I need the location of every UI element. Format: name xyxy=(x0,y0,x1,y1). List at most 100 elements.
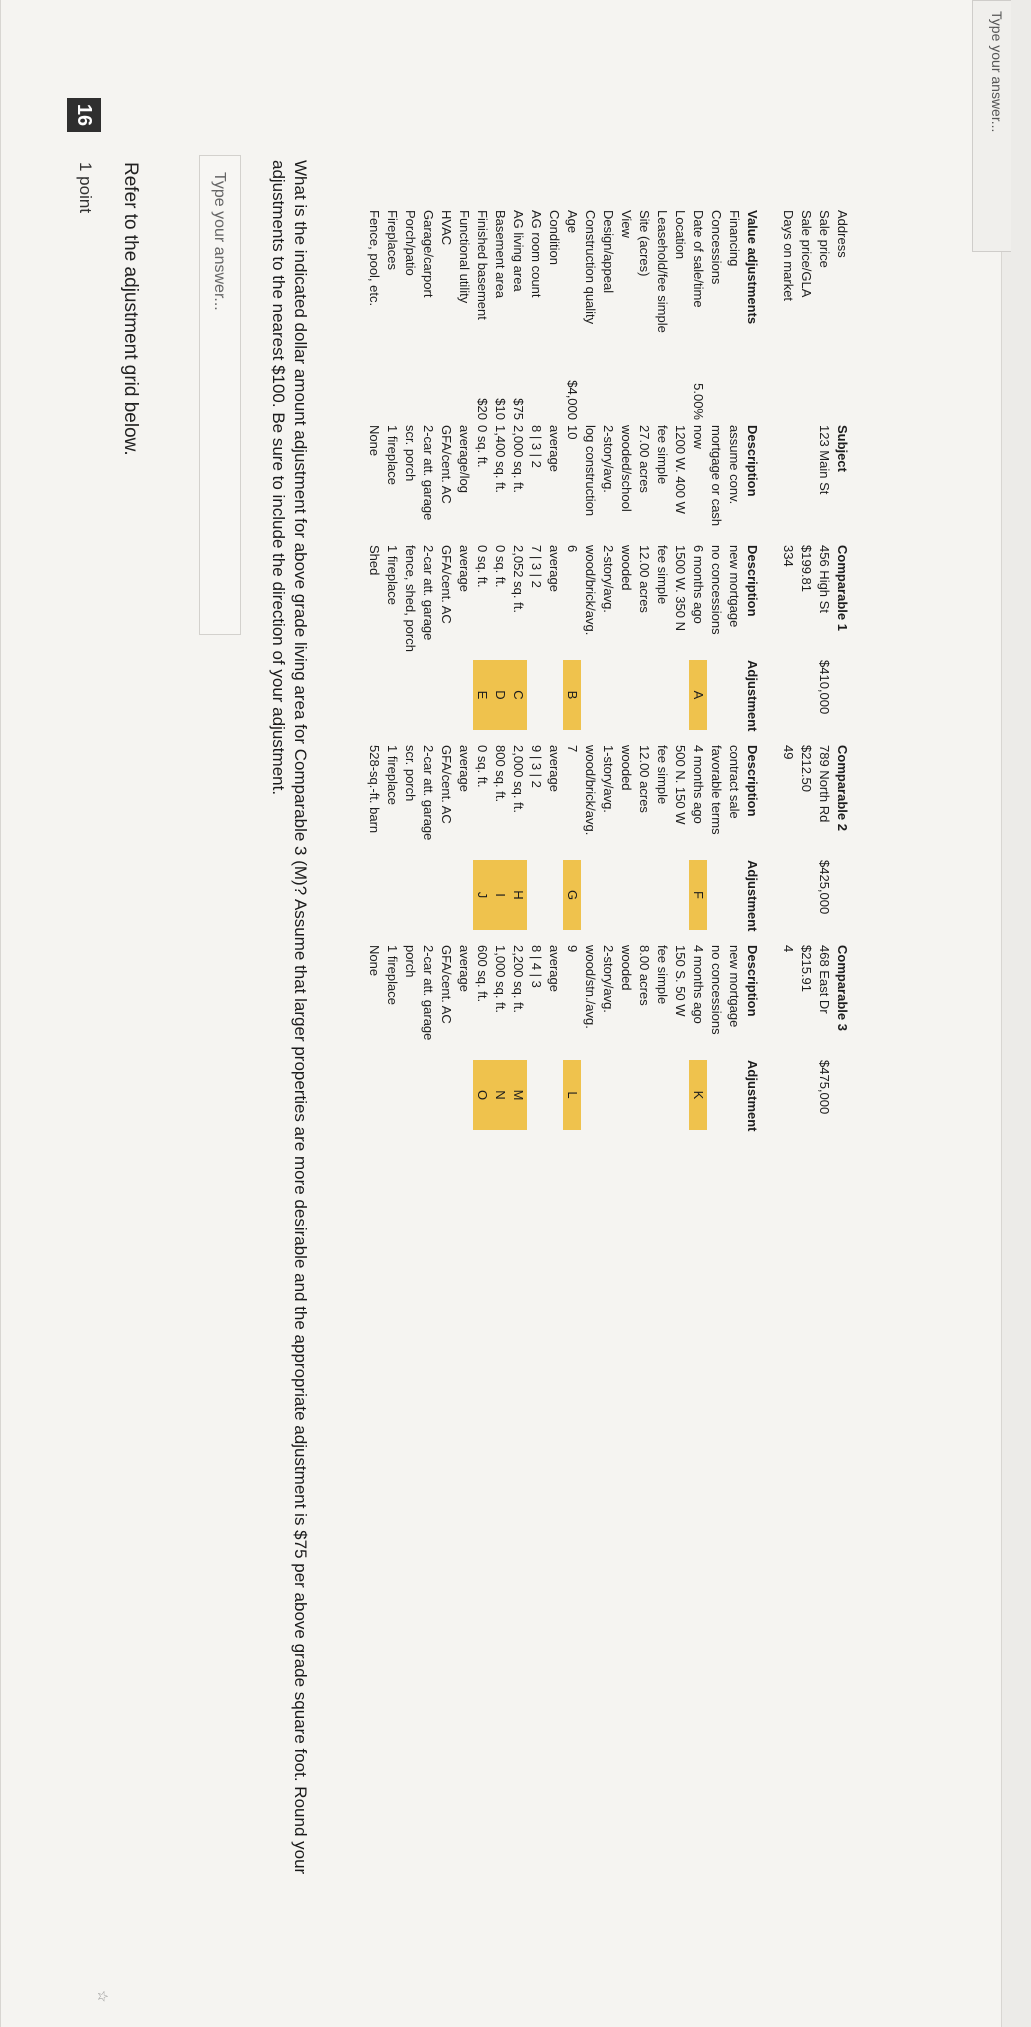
comp2-cell-row-10: fee simple xyxy=(655,745,670,805)
subject-cell-row-20: 0 sq. ft. xyxy=(475,425,490,468)
subject-cell-row-9: 1200 W. 400 W xyxy=(673,425,688,514)
comp1-adj-row-14 xyxy=(581,660,599,740)
comp3-cell-row-18: 2,200 sq. ft. xyxy=(511,945,526,1013)
adjustment-box-K: K xyxy=(689,1060,707,1130)
comp3-cell-row-5: Description xyxy=(745,945,760,1017)
comp2-adj-row-17 xyxy=(527,860,545,940)
comp2-adj-row-22 xyxy=(437,860,455,940)
grid-label-row-15: Age xyxy=(565,210,580,234)
comp1-cell-row-24: fence, shed, porch xyxy=(403,545,418,652)
comp2-adj-row-12 xyxy=(617,860,635,940)
comp1-adj-row-25 xyxy=(383,660,401,740)
answer-input[interactable]: Type your answer... xyxy=(199,155,241,635)
subject-cell-row-4 xyxy=(761,425,779,540)
comp1-adj-row-3 xyxy=(779,660,797,740)
comp2-cell-row-14: wood/brick/avg. xyxy=(583,745,598,836)
comp1-adj-row-17 xyxy=(527,660,545,740)
comp3-adj-row-4 xyxy=(761,1060,779,1140)
grid-rate-row-24 xyxy=(401,360,419,420)
comp2-adj-row-4 xyxy=(761,860,779,940)
grid-label-row-7: Concessions xyxy=(709,210,724,285)
comp1-cell-row-21: average xyxy=(457,545,472,592)
adjustment-box-B: B xyxy=(563,660,581,730)
grid-rate-row-21 xyxy=(455,360,473,420)
comp1-cell-row-25: 1 fireplace xyxy=(385,545,400,605)
grid-rate-row-5 xyxy=(743,360,761,420)
comp2-cell-row-5: Description xyxy=(745,745,760,817)
comp1-adj-row-11 xyxy=(635,660,653,740)
grid-label-row-24: Porch/patio xyxy=(403,210,418,276)
comp1-adj-row-1: $410,000 xyxy=(817,660,832,715)
comp3-cell-row-24: porch xyxy=(403,945,418,978)
comparable-1-adjustment-column: $410,000 Adjustment A B C D E xyxy=(365,660,851,740)
comp2-adj-row-6 xyxy=(725,860,743,940)
comp3-cell-row-23: 2-car att. garage xyxy=(421,945,436,1041)
comp3-adj-row-5: Adjustment xyxy=(745,1060,760,1132)
comp1-cell-row-22: GFA/cent. AC xyxy=(439,545,454,624)
comp3-cell-row-3: 4 xyxy=(781,945,796,953)
comp1-cell-row-8: 6 months ago xyxy=(691,545,706,624)
grid-rate-row-25 xyxy=(383,360,401,420)
adjustment-box-E: E xyxy=(473,660,491,730)
previous-answer-field[interactable]: Type your answer... xyxy=(972,0,1011,252)
comp2-cell-row-1: 789 North Rd xyxy=(817,745,832,823)
comp2-cell-row-21: average xyxy=(457,745,472,792)
grid-rate-row-6 xyxy=(725,360,743,420)
comp1-adj-row-10 xyxy=(653,660,671,740)
grid-rate-row-9 xyxy=(671,360,689,420)
comp2-cell-row-22: GFA/cent. AC xyxy=(439,745,454,824)
subject-cell-row-24: scr. porch xyxy=(403,425,418,482)
comp2-cell-row-2: $212.50 xyxy=(799,745,814,792)
grid-rate-row-19: $10 xyxy=(493,398,508,420)
comp1-adj-row-22 xyxy=(437,660,455,740)
comp1-adj-row-23 xyxy=(419,660,437,740)
adjustment-box-H: H xyxy=(509,860,527,930)
comp1-cell-row-19: 0 sq. ft. xyxy=(493,545,508,588)
comp3-adj-row-7 xyxy=(707,1060,725,1140)
comp1-cell-row-20: 0 sq. ft. xyxy=(475,545,490,588)
comp3-adj-row-9 xyxy=(671,1060,689,1140)
grid-label-row-0: Address xyxy=(835,210,850,258)
comp3-adj-row-24 xyxy=(401,1060,419,1140)
comp2-adj-row-10 xyxy=(653,860,671,940)
adjustment-box-L: L xyxy=(563,1060,581,1130)
comp2-adj-row-7 xyxy=(707,860,725,940)
adjustment-box-G: G xyxy=(563,860,581,930)
question-intro: Refer to the adjustment grid below. xyxy=(120,162,141,456)
pin-icon[interactable]: ☆ xyxy=(95,1990,111,2003)
subject-cell-row-17: 8 | 3 | 2 xyxy=(529,425,544,468)
comp1-cell-row-3: 334 xyxy=(781,545,796,567)
comp3-cell-row-22: GFA/cent. AC xyxy=(439,945,454,1024)
comp2-cell-row-6: contract sale xyxy=(727,745,742,819)
subject-cell-row-23: 2-car att. garage xyxy=(421,425,436,521)
comp1-cell-row-4 xyxy=(761,545,779,660)
rotated-content: Type your answer... 16 1 point ☆ Refer t… xyxy=(1,0,1011,2027)
grid-label-row-10: Leasehold/fee simple xyxy=(655,210,670,333)
comp3-adj-row-17 xyxy=(527,1060,545,1140)
comp2-cell-row-20: 0 sq. ft. xyxy=(475,745,490,788)
grid-label-row-21: Functional utility xyxy=(457,210,472,304)
comp2-adj-row-9 xyxy=(671,860,689,940)
adjustment-box-C: C xyxy=(509,660,527,730)
comp2-cell-row-23: 2-car att. garage xyxy=(421,745,436,841)
comp3-adj-row-3 xyxy=(779,1060,797,1140)
subject-cell-row-19: 1,400 sq. ft. xyxy=(493,425,508,493)
comp3-cell-row-14: wood/stn./avg. xyxy=(583,945,598,1029)
comp3-cell-row-1: 468 East Dr xyxy=(817,945,832,1014)
comp1-cell-row-15: 6 xyxy=(565,545,580,553)
comp2-adj-row-13 xyxy=(599,860,617,940)
grid-label-row-2: Sale price/GLA xyxy=(799,210,814,298)
comp1-cell-row-18: 2,052 sq. ft. xyxy=(511,545,526,613)
comp1-adj-row-6 xyxy=(725,660,743,740)
grid-rate-row-12 xyxy=(617,360,635,420)
grid-label-row-5: Value adjustments xyxy=(745,210,760,325)
comp2-adj-row-11 xyxy=(635,860,653,940)
grid-rate-row-2 xyxy=(797,360,815,420)
grid-label-row-22: HVAC xyxy=(439,210,454,246)
grid-rate-row-14 xyxy=(581,360,599,420)
subject-cell-row-21: average/log xyxy=(457,425,472,493)
comp2-adj-row-14 xyxy=(581,860,599,940)
comp2-cell-row-7: favorable terms xyxy=(709,745,724,835)
